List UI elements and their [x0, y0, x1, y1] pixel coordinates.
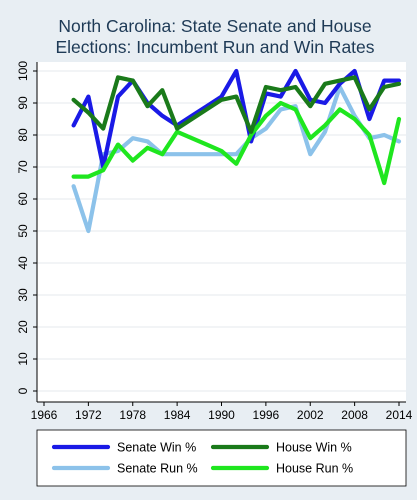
y-tick-label: 60 [16, 192, 30, 206]
plot-area [37, 62, 406, 402]
x-tick-label: 1978 [119, 408, 146, 422]
legend-box [36, 429, 407, 487]
x-tick-label: 2014 [386, 408, 413, 422]
legend-label-senate-win: Senate Win % [117, 441, 196, 455]
y-tick-label: 20 [16, 320, 30, 334]
x-tick-label: 1972 [75, 408, 102, 422]
series-line-house-run [71, 100, 402, 186]
chart-title-line-1: North Carolina: State Senate and House [58, 16, 371, 36]
x-tick-label: 1966 [31, 408, 58, 422]
series-line-senate-run [71, 84, 402, 234]
y-tick-label: 80 [16, 128, 30, 142]
series-line-house-win [71, 75, 402, 134]
y-tick-label: 50 [16, 224, 30, 238]
y-tick-label: 100 [16, 61, 30, 81]
y-tick-label: 70 [16, 160, 30, 174]
legend-label-house-win: House Win % [276, 441, 352, 455]
chart-title-line-2: Elections: Incumbent Run and Win Rates [55, 37, 374, 57]
x-tick-label: 2002 [297, 408, 324, 422]
y-tick-label: 0 [16, 387, 30, 394]
y-tick-label: 40 [16, 256, 30, 270]
x-tick-label: 2008 [341, 408, 368, 422]
legend-label-senate-run: Senate Run % [117, 462, 198, 476]
legend-label-house-run: House Run % [276, 462, 353, 476]
x-tick-label: 1996 [253, 408, 280, 422]
grid-lines [37, 70, 406, 392]
y-tick-label: 30 [16, 288, 30, 302]
y-tick-label: 90 [16, 96, 30, 110]
x-tick-label: 1984 [164, 408, 191, 422]
series-lines [71, 68, 402, 234]
legend: Senate Win % House Win % Senate Run % House… [51, 441, 353, 476]
axes: 0 10 20 30 40 50 60 70 80 90 100 1966 1972 1978 1984 19… [16, 61, 413, 422]
x-tick-label: 1990 [208, 408, 235, 422]
y-tick-label: 10 [16, 352, 30, 366]
